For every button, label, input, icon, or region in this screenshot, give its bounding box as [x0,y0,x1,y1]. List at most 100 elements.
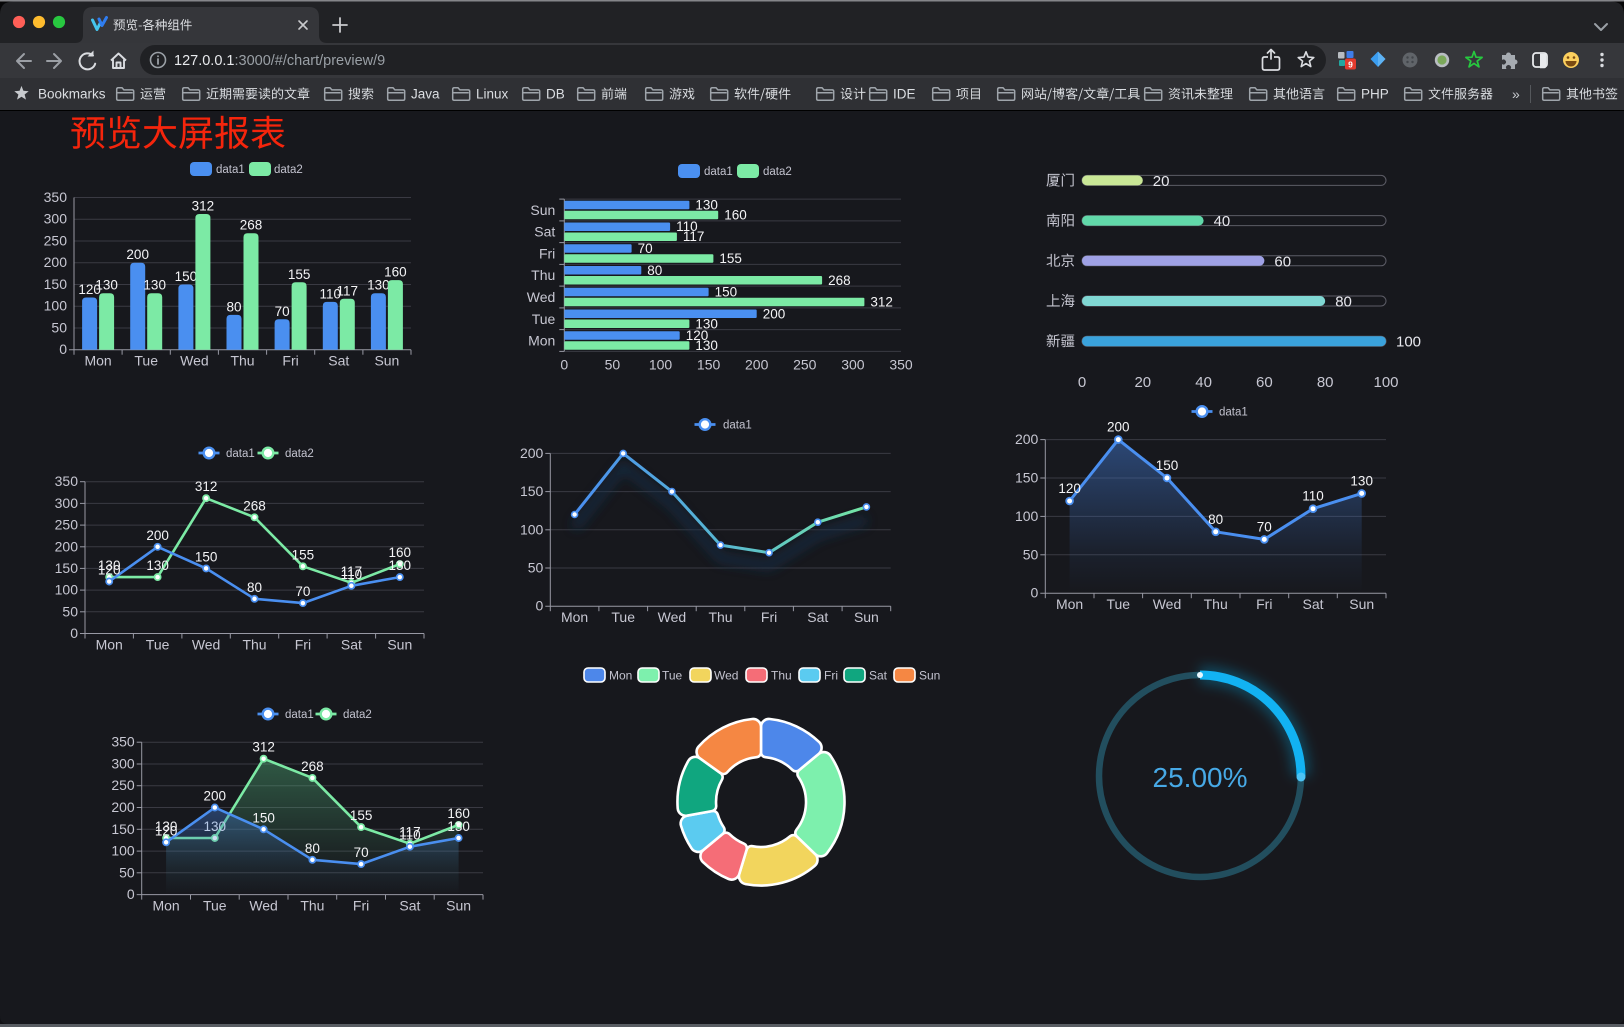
svg-text:Fri: Fri [353,898,369,914]
svg-text:127.0.0.1:3000/#/chart/preview: 127.0.0.1:3000/#/chart/preview/9 [174,53,385,69]
svg-text:Mon: Mon [528,333,555,349]
svg-text:80: 80 [1208,512,1223,527]
svg-text:20: 20 [1153,173,1170,190]
svg-text:130: 130 [98,558,121,573]
svg-text:Fri: Fri [539,246,555,262]
svg-text:PHP: PHP [1361,87,1389,102]
svg-text:Sat: Sat [341,637,362,653]
svg-text:150: 150 [697,356,721,372]
svg-text:0: 0 [70,625,78,641]
svg-text:40: 40 [1195,374,1212,391]
svg-text:Wed: Wed [180,353,209,369]
svg-text:268: 268 [243,498,266,513]
svg-text:50: 50 [528,560,544,576]
svg-text:Thu: Thu [230,353,254,369]
svg-text:312: 312 [252,740,275,755]
svg-text:200: 200 [745,356,769,372]
svg-text:50: 50 [119,864,135,880]
svg-text:DB: DB [546,87,565,102]
svg-text:250: 250 [55,517,79,533]
svg-text:Linux: Linux [476,87,509,102]
svg-text:117: 117 [683,229,705,244]
svg-text:Thu: Thu [300,898,324,914]
svg-text:Sun: Sun [854,609,879,625]
svg-text:150: 150 [1015,470,1039,486]
svg-text:Tue: Tue [203,898,227,914]
svg-text:60: 60 [1274,253,1291,270]
svg-text:100: 100 [1396,334,1421,351]
svg-text:Wed: Wed [1153,596,1182,612]
svg-text:Sat: Sat [534,224,555,240]
svg-text:Wed: Wed [192,637,221,653]
svg-text:Thu: Thu [771,669,792,683]
svg-text:70: 70 [1257,519,1272,534]
svg-text:Sun: Sun [387,637,412,653]
svg-text:Mon: Mon [152,898,179,914]
svg-text:Wed: Wed [249,898,278,914]
svg-text:250: 250 [111,777,135,793]
svg-text:110: 110 [1302,489,1324,504]
svg-text:150: 150 [195,549,218,564]
svg-text:268: 268 [828,273,851,288]
svg-text:Mon: Mon [561,609,588,625]
svg-text:155: 155 [350,808,373,823]
svg-text:110: 110 [320,286,342,301]
svg-text:130: 130 [146,558,169,573]
svg-text:20: 20 [1134,374,1151,391]
svg-text:300: 300 [841,356,865,372]
svg-text:»: » [1512,86,1520,102]
svg-text:Sun: Sun [530,202,555,218]
svg-text:Thu: Thu [242,637,266,653]
svg-text:Fri: Fri [1256,596,1272,612]
svg-text:110: 110 [399,828,421,843]
svg-text:110: 110 [341,567,363,582]
svg-text:70: 70 [275,304,290,319]
svg-text:130: 130 [695,338,718,353]
svg-text:9: 9 [1348,59,1353,69]
svg-text:130: 130 [155,819,178,834]
svg-text:70: 70 [354,845,369,860]
svg-text:350: 350 [889,356,913,372]
svg-text:200: 200 [204,789,227,804]
svg-text:120: 120 [78,282,101,297]
svg-text:Sat: Sat [807,609,828,625]
svg-text:200: 200 [44,254,68,270]
svg-text:80: 80 [247,580,262,595]
svg-text:250: 250 [44,233,68,249]
svg-text:Sat: Sat [328,353,349,369]
svg-text:70: 70 [295,584,310,599]
svg-text:Sat: Sat [869,669,888,683]
svg-text:data1: data1 [216,164,245,176]
svg-text:Sun: Sun [374,353,399,369]
svg-text:80: 80 [1335,294,1352,311]
svg-text:Mon: Mon [1056,596,1083,612]
svg-text:300: 300 [55,495,79,511]
svg-text:100: 100 [1015,508,1039,524]
svg-text:110: 110 [676,219,698,234]
svg-text:200: 200 [111,799,135,815]
svg-text:data1: data1 [1219,407,1248,419]
svg-text:Sun: Sun [446,898,471,914]
svg-text:Sat: Sat [1302,596,1323,612]
svg-text:0: 0 [1031,585,1039,601]
svg-text:Thu: Thu [1204,596,1228,612]
svg-text:130: 130 [1350,473,1373,488]
svg-text:100: 100 [520,521,544,537]
svg-text:150: 150 [55,560,79,576]
svg-text:160: 160 [389,545,412,560]
svg-text:Fri: Fri [282,353,298,369]
svg-text:data1: data1 [723,420,752,432]
svg-text:300: 300 [111,756,135,772]
svg-text:200: 200 [126,247,149,262]
svg-text:130: 130 [695,198,718,213]
svg-text:Mon: Mon [96,637,123,653]
svg-text:130: 130 [95,278,118,293]
svg-text:0: 0 [127,886,135,902]
svg-text:70: 70 [638,241,653,256]
svg-text:Fri: Fri [295,637,311,653]
svg-text:Tue: Tue [146,637,170,653]
svg-text:Tue: Tue [532,311,556,327]
svg-text:50: 50 [605,356,621,372]
svg-text:130: 130 [143,278,166,293]
svg-text:40: 40 [1214,213,1231,230]
